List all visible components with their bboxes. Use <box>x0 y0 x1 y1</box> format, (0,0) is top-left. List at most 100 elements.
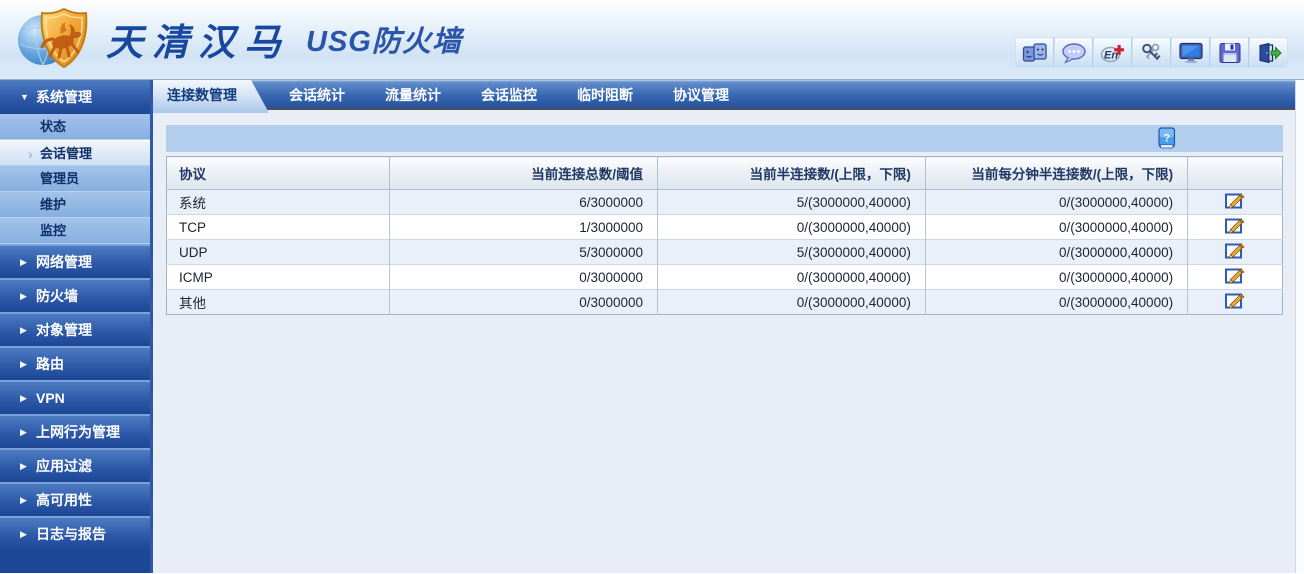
keys-button[interactable] <box>1132 37 1171 68</box>
product-name-text: USG防火墙 <box>306 26 462 58</box>
table-body: 系统 6/3000000 5/(3000000,40000) 0/(3000000,4… <box>166 189 1283 315</box>
half-connections-cell: 5/(3000000,40000) <box>657 239 926 265</box>
edit-button[interactable] <box>1225 292 1245 309</box>
sidebar-item-label: 管理员 <box>40 171 80 186</box>
save-button[interactable] <box>1210 37 1249 68</box>
sidebar-item[interactable]: 监控 <box>0 218 150 244</box>
half-connections-per-min-cell: 0/(3000000,40000) <box>924 264 1188 290</box>
actions-cell <box>1187 239 1283 265</box>
sidebar-item-label: 会话管理 <box>40 146 93 161</box>
right-margin-strip <box>1295 80 1304 573</box>
edit-button[interactable] <box>1225 242 1245 259</box>
language-en-icon: En <box>1100 42 1126 64</box>
monitor-icon <box>1178 42 1204 64</box>
sidebar-group-6[interactable]: ▶ VPN <box>0 380 150 414</box>
sidebar-group-4[interactable]: ▶ 对象管理 <box>0 312 150 346</box>
total-connections-cell: 6/3000000 <box>389 189 658 215</box>
sidebar-group-2[interactable]: ▶ 网络管理 <box>0 244 150 278</box>
tab-bar: 连接数管理 会话统计 流量统计 会话监控 临时阻断 协议管理 <box>153 80 1295 110</box>
sidebar-group-8[interactable]: ▶ 应用过滤 <box>0 448 150 482</box>
sidebar-group-10[interactable]: ▶ 日志与报告 <box>0 516 150 550</box>
header-toolbar: En <box>1015 37 1288 68</box>
help-button[interactable]: ? <box>1157 127 1177 150</box>
edit-button[interactable] <box>1225 267 1245 284</box>
brand-title: 天清汉马 USG防火墙 <box>106 0 462 78</box>
table-row: TCP 1/3000000 0/(3000000,40000) 0/(3000000,… <box>166 214 1283 240</box>
sidebar-item[interactable]: 状态 <box>0 114 150 140</box>
edit-button[interactable] <box>1225 217 1245 234</box>
half-connections-cell: 5/(3000000,40000) <box>657 189 926 215</box>
edit-icon <box>1225 193 1245 212</box>
edit-button[interactable] <box>1225 192 1245 209</box>
main-area: ▼ 系统管理 状态 › 会话管理 管理员 维护 监控 ▶ 网络管理 ▶ 防火墙 ▶ 对象管理 ▶ 路由 ▶ VPN… <box>0 80 1304 573</box>
sidebar: ▼ 系统管理 状态 › 会话管理 管理员 维护 监控 ▶ 网络管理 ▶ 防火墙 ▶ 对象管理 ▶ 路由 ▶ VPN… <box>0 80 153 573</box>
logout-button[interactable] <box>1249 37 1288 68</box>
protocol-cell: ICMP <box>166 264 390 290</box>
chevron-right-icon: ▶ <box>20 392 27 403</box>
sidebar-group-3[interactable]: ▶ 防火墙 <box>0 278 150 312</box>
connection-table: 协议 当前连接总数/阈值 当前半连接数/(上限，下限) 当前每分钟半连接数/(上限，下… <box>166 156 1283 315</box>
id-card-icon <box>1022 42 1048 64</box>
actions-cell <box>1187 189 1283 215</box>
sidebar-group-label: 应用过滤 <box>36 458 92 474</box>
sidebar-group-9[interactable]: ▶ 高可用性 <box>0 482 150 516</box>
chevron-right-icon: ▶ <box>20 324 27 335</box>
chevron-right-icon: ▶ <box>20 256 27 267</box>
half-connections-per-min-cell: 0/(3000000,40000) <box>924 214 1188 240</box>
total-connections-cell: 1/3000000 <box>389 214 658 240</box>
table-row: 其他 0/3000000 0/(3000000,40000) 0/(3000000,4… <box>166 289 1283 315</box>
sidebar-group-label: 路由 <box>36 356 64 372</box>
chevron-right-icon: ▶ <box>20 528 27 539</box>
column-header <box>1187 156 1283 190</box>
chevron-right-icon: ▶ <box>20 290 27 301</box>
tab-1[interactable]: 连接数管理 <box>153 80 269 113</box>
edit-icon <box>1225 243 1245 262</box>
edit-icon <box>1225 293 1245 312</box>
sidebar-group-1[interactable]: ▼ 系统管理 <box>0 80 150 114</box>
chevron-right-icon: ▶ <box>20 494 27 505</box>
sidebar-group-label: 日志与报告 <box>36 526 106 542</box>
app-header: 天清汉马 USG防火墙 En <box>0 0 1304 80</box>
protocol-cell: TCP <box>166 214 390 240</box>
sidebar-group-label: 对象管理 <box>36 322 92 338</box>
sidebar-group-5[interactable]: ▶ 路由 <box>0 346 150 380</box>
id-card-button[interactable] <box>1015 37 1054 68</box>
content-area: 连接数管理 会话统计 流量统计 会话监控 临时阻断 协议管理 ? 协议 当前连接总数/阈值当… <box>153 80 1295 573</box>
svg-text:En: En <box>1104 49 1118 61</box>
sidebar-group-label: 上网行为管理 <box>36 424 120 440</box>
sidebar-item[interactable]: 管理员 <box>0 166 150 192</box>
svg-text:?: ? <box>1163 133 1170 145</box>
tab-4[interactable]: 会话监控 <box>481 87 537 103</box>
half-connections-per-min-cell: 0/(3000000,40000) <box>924 239 1188 265</box>
sidebar-item[interactable]: 维护 <box>0 192 150 218</box>
globe-shield-horse-icon <box>18 7 88 69</box>
tab-2[interactable]: 会话统计 <box>289 87 345 103</box>
tab-3[interactable]: 流量统计 <box>385 87 441 103</box>
monitor-button[interactable] <box>1171 37 1210 68</box>
actions-cell <box>1187 214 1283 240</box>
sidebar-item[interactable]: › 会话管理 <box>0 140 150 166</box>
table-row: ICMP 0/3000000 0/(3000000,40000) 0/(3000000… <box>166 264 1283 290</box>
selected-item-arrow-icon: › <box>28 146 33 162</box>
keys-icon <box>1139 42 1165 64</box>
sidebar-group-label: VPN <box>36 390 65 406</box>
actions-cell <box>1187 264 1283 290</box>
tab-6[interactable]: 协议管理 <box>673 87 729 103</box>
sidebar-group-label: 系统管理 <box>36 89 92 105</box>
sidebar-group-label: 网络管理 <box>36 254 92 270</box>
protocol-cell: 系统 <box>166 189 390 215</box>
half-connections-cell: 0/(3000000,40000) <box>657 214 926 240</box>
sidebar-group-label: 高可用性 <box>36 492 92 508</box>
half-connections-per-min-cell: 0/(3000000,40000) <box>924 189 1188 215</box>
message-button[interactable] <box>1054 37 1093 68</box>
sidebar-group-7[interactable]: ▶ 上网行为管理 <box>0 414 150 448</box>
tab-5[interactable]: 临时阻断 <box>577 87 633 103</box>
sidebar-item-label: 监控 <box>40 223 67 238</box>
logout-icon <box>1256 42 1282 64</box>
table-header: 协议 当前连接总数/阈值 当前半连接数/(上限，下限) 当前每分钟半连接数/(上限，下… <box>166 156 1283 190</box>
total-connections-cell: 0/3000000 <box>389 264 658 290</box>
language-en-button[interactable]: En <box>1093 37 1132 68</box>
chevron-right-icon: ▶ <box>20 460 27 471</box>
protocol-cell: UDP <box>166 239 390 265</box>
column-header: 当前连接总数/阈值 <box>389 156 658 190</box>
